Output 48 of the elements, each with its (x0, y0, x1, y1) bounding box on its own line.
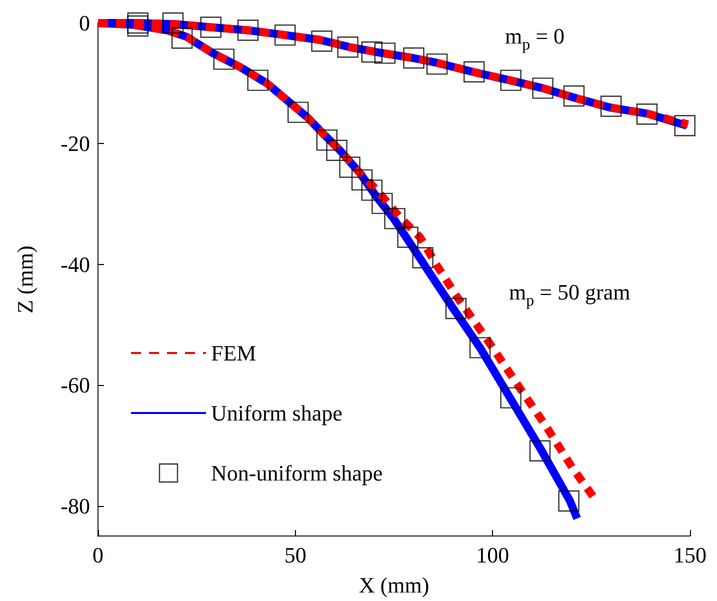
legend-label: Uniform shape (211, 400, 342, 426)
point (403, 47, 424, 69)
point (412, 247, 434, 268)
point (426, 53, 448, 75)
point (316, 129, 338, 151)
point (237, 20, 259, 41)
point (213, 48, 234, 70)
point (339, 156, 360, 178)
point (361, 180, 382, 201)
point (351, 169, 373, 191)
point (469, 337, 491, 358)
point (500, 70, 522, 91)
point (384, 208, 406, 230)
point (563, 85, 585, 107)
point (374, 42, 396, 64)
x-axis-title: X (mm) (358, 572, 430, 598)
point (558, 490, 580, 512)
x-tick-label: 150 (674, 542, 706, 568)
x-tick-label: 100 (476, 542, 510, 568)
point (397, 226, 418, 248)
point (326, 140, 348, 161)
legend-label: FEM (211, 340, 256, 366)
point (171, 27, 193, 49)
point (600, 96, 622, 117)
point (372, 192, 393, 214)
point (162, 12, 184, 34)
point (464, 61, 485, 82)
point (274, 24, 296, 46)
y-axis-title: Z (mm) (12, 246, 38, 314)
legend-label: Non-uniform shape (211, 460, 383, 486)
point (361, 41, 382, 63)
point (636, 104, 658, 125)
point (287, 102, 309, 123)
point (200, 16, 222, 38)
point (247, 70, 268, 91)
y-tick-label: -60 (60, 372, 90, 398)
point (337, 36, 358, 58)
point (445, 298, 467, 320)
y-tick-label: -40 (60, 252, 90, 277)
point (500, 387, 522, 408)
y-tick-label: -20 (60, 131, 90, 156)
point (532, 78, 554, 99)
point (674, 115, 696, 136)
y-tick-label: -80 (60, 493, 90, 518)
point (529, 440, 551, 462)
x-tick-label: 50 (284, 542, 306, 568)
y-tick-label: 0 (79, 10, 90, 36)
point (311, 30, 332, 52)
